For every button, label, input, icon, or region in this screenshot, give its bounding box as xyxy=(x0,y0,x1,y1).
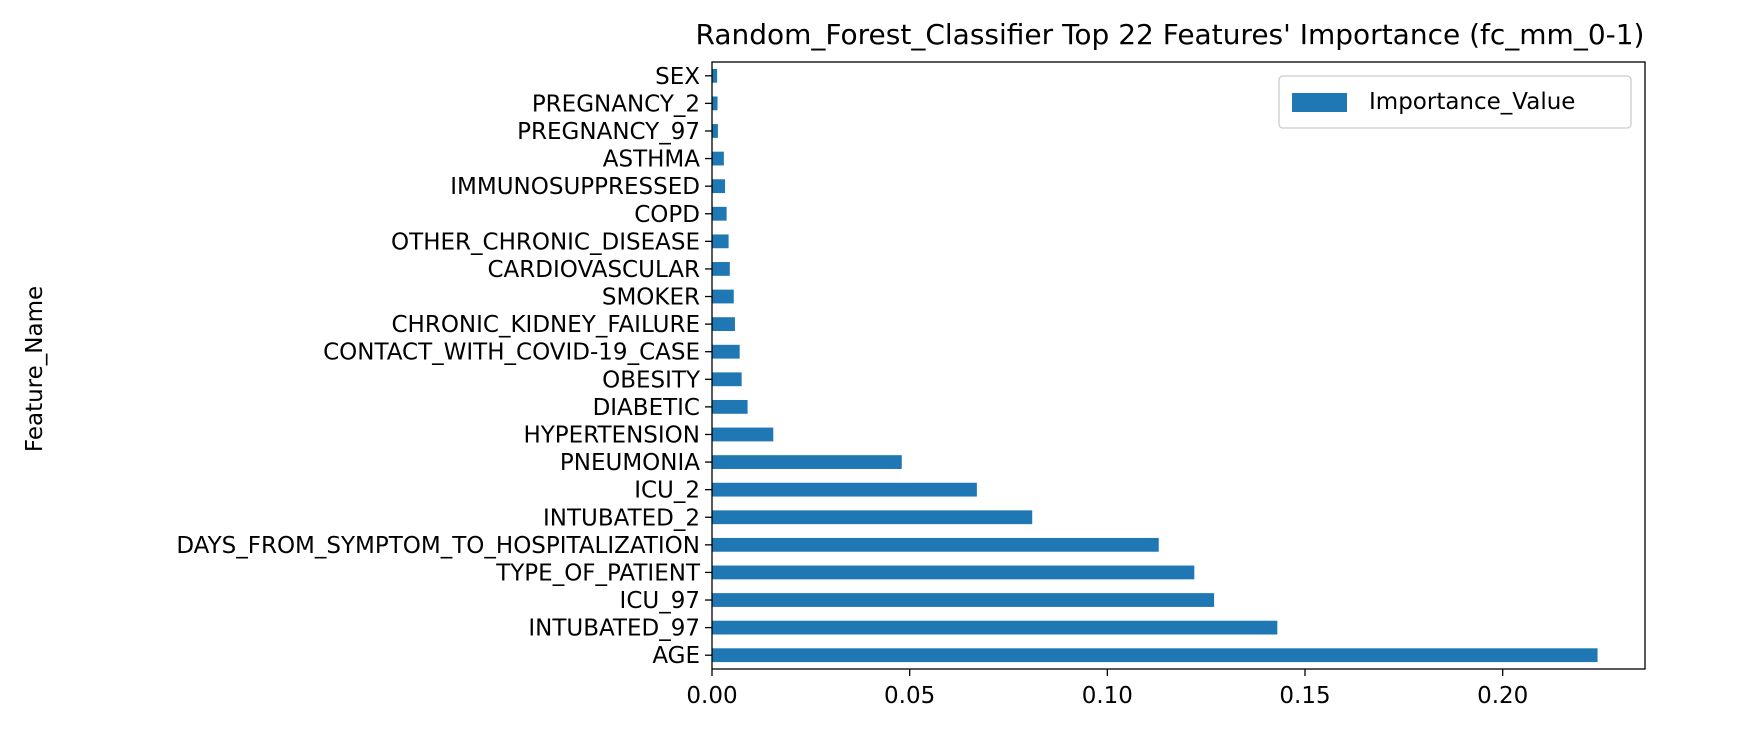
y-tick-label: INTUBATED_97 xyxy=(528,616,700,642)
y-tick-label: OTHER_CHRONIC_DISEASE xyxy=(391,229,700,255)
y-tick-label: CONTACT_WITH_COVID-19_CASE xyxy=(323,340,700,366)
x-tick-label: 0.20 xyxy=(1477,683,1528,709)
bar xyxy=(712,399,748,414)
x-tick-label: 0.00 xyxy=(686,683,737,709)
bar xyxy=(712,482,977,497)
bar xyxy=(712,565,1195,580)
bar xyxy=(712,289,734,304)
legend: Importance_Value xyxy=(1278,75,1632,129)
y-tick-label: ICU_97 xyxy=(620,588,700,614)
y-axis-label: Feature_Name xyxy=(22,286,48,452)
bars-group xyxy=(712,68,1598,663)
x-tick-label: 0.05 xyxy=(884,683,935,709)
y-tick-label: DIABETIC xyxy=(593,395,700,421)
y-tick-label: PREGNANCY_97 xyxy=(517,119,700,145)
y-tick-label: HYPERTENSION xyxy=(523,422,700,448)
bar xyxy=(712,372,742,387)
bar xyxy=(712,68,718,83)
bar xyxy=(712,96,718,111)
y-tick-label: COPD xyxy=(634,202,700,228)
bar xyxy=(712,455,902,469)
y-tick-label: OBESITY xyxy=(602,367,701,393)
y-tick-label: INTUBATED_2 xyxy=(543,505,700,531)
bar xyxy=(712,427,774,442)
bar xyxy=(712,510,1033,525)
bar xyxy=(712,648,1598,663)
x-axis-ticks: 0.00 0.05 0.10 0.15 0.20 xyxy=(686,669,1528,709)
y-axis-ticks: AGEINTUBATED_97ICU_97TYPE_OF_PATIENTDAYS… xyxy=(176,64,712,669)
y-tick-label: PREGNANCY_2 xyxy=(532,91,700,117)
bar xyxy=(712,262,730,276)
y-tick-label: IMMUNOSUPPRESSED xyxy=(450,174,700,200)
bar xyxy=(712,234,729,249)
bar xyxy=(712,179,726,194)
bar xyxy=(712,593,1215,607)
bar xyxy=(712,620,1278,635)
y-tick-label: PNEUMONIA xyxy=(560,450,700,476)
bar xyxy=(712,344,740,359)
y-tick-label: SEX xyxy=(655,64,700,90)
legend-box xyxy=(1278,75,1632,129)
legend-label: Importance_Value xyxy=(1369,89,1575,115)
legend-swatch xyxy=(1292,93,1347,112)
y-tick-label: CHRONIC_KIDNEY_FAILURE xyxy=(391,312,700,338)
y-tick-label: DAYS_FROM_SYMPTOM_TO_HOSPITALIZATION xyxy=(176,533,700,559)
bar xyxy=(712,537,1159,552)
x-tick-label: 0.15 xyxy=(1279,683,1330,709)
y-tick-label: AGE xyxy=(652,643,700,669)
y-tick-label: ICU_2 xyxy=(634,478,700,504)
plot-frame xyxy=(711,61,1646,670)
bar xyxy=(712,124,718,138)
bar xyxy=(712,317,735,332)
chart-title: Random_Forest_Classifier Top 22 Features… xyxy=(696,18,1645,51)
bar xyxy=(712,151,724,166)
y-tick-label: ASTHMA xyxy=(603,147,701,173)
bar xyxy=(712,206,727,221)
y-tick-label: TYPE_OF_PATIENT xyxy=(495,560,701,586)
y-tick-label: SMOKER xyxy=(602,285,700,311)
x-tick-label: 0.10 xyxy=(1082,683,1133,709)
y-tick-label: CARDIOVASCULAR xyxy=(487,257,700,283)
